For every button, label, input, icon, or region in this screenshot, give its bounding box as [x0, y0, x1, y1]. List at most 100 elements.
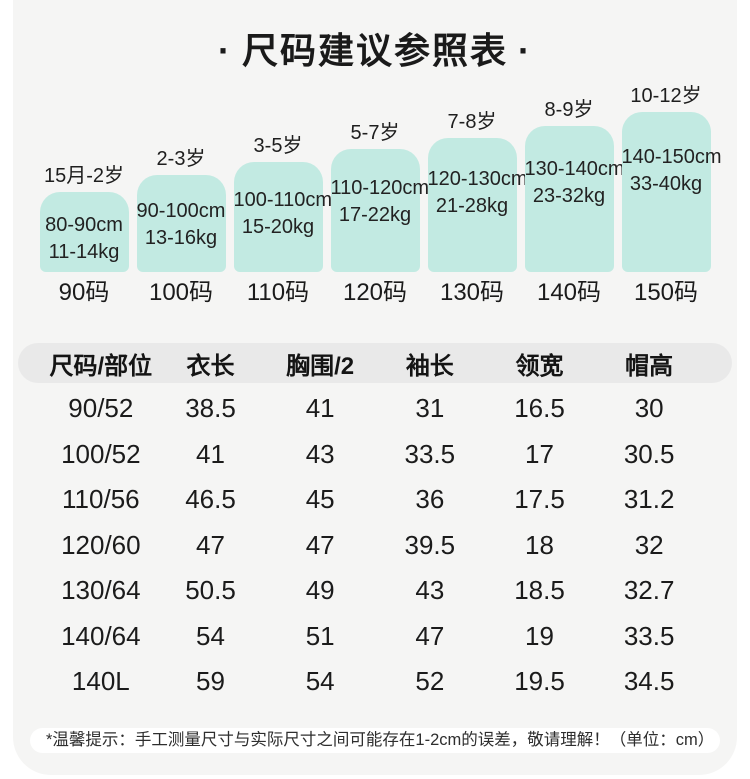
table-row: 120/60 47 47 39.5 18 32 [18, 523, 732, 569]
weight-range-label: 13-16kg [144, 227, 218, 249]
table-cell: 47 [196, 529, 225, 560]
size-code-label: 150码 [633, 279, 699, 306]
weight-range-label: 15-20kg [241, 216, 315, 238]
age-range-label: 7-8岁 [447, 111, 497, 133]
size-bar-chart: 15月-2岁 80-90cm 11-14kg 90码 2-3岁 90-100cm… [13, 72, 737, 306]
height-range-label: 110-120cm [330, 177, 430, 199]
measurement-table: 尺码/部位 衣长 胸围/2 袖长 领宽 帽高 90/52 38.5 41 31 16.5 30 10… [18, 343, 732, 705]
weight-range-label: 17-22kg [338, 204, 412, 226]
table-cell: 31 [415, 393, 445, 424]
weight-range-label: 21-28kg [435, 195, 509, 217]
title-right-dot: · [518, 30, 532, 71]
table-header-cell: 胸围/2 [286, 352, 355, 380]
table-cell: 38.5 [185, 393, 236, 424]
table-cell: 49 [305, 575, 335, 606]
table-cell: 46.5 [185, 484, 236, 515]
page-title-text: 尺码建议参照表 [241, 30, 508, 71]
table-cell: 43 [305, 438, 335, 469]
table-cell: 18.5 [514, 575, 565, 606]
height-range-label: 140-150cm [621, 146, 722, 168]
height-range-label: 130-140cm [524, 158, 625, 180]
size-code-label: 110码 [246, 279, 310, 306]
size-code-label: 100码 [148, 279, 214, 306]
table-cell: 30.5 [623, 438, 675, 469]
size-bar-column: 15月-2岁 80-90cm 11-14kg 90码 [39, 165, 129, 306]
size-bar: 90-100cm 13-16kg [136, 175, 226, 272]
table-cell: 17 [525, 438, 554, 469]
table-cell: 31.2 [623, 484, 675, 515]
size-bar: 100-110cm 15-20kg [233, 162, 333, 272]
size-bar: 80-90cm 11-14kg [39, 192, 129, 272]
table-cell: 19 [525, 620, 554, 651]
table-cell: 54 [196, 620, 225, 651]
table-cell: 32.7 [623, 575, 675, 606]
size-code-label: 90码 [58, 279, 110, 306]
table-cell: 32 [634, 529, 664, 560]
size-bar-column: 5-7岁 110-120cm 17-22kg 120码 [330, 122, 430, 306]
table-cell: 41 [196, 438, 225, 469]
table-cell: 110/56 [62, 484, 140, 515]
table-cell: 51 [305, 620, 335, 651]
table-cell: 18 [525, 529, 554, 560]
size-bar: 110-120cm 17-22kg [330, 149, 430, 272]
size-chart-card: · 尺码建议参照表 · 15月-2岁 80-90cm 11-14kg 90码 2-3… [13, 0, 737, 775]
height-range-label: 100-110cm [233, 189, 333, 211]
height-range-label: 90-100cm [136, 200, 226, 222]
table-cell: 17.5 [514, 484, 565, 515]
age-range-label: 15月-2岁 [43, 165, 125, 187]
table-row: 110/56 46.5 45 36 17.5 31.2 [18, 477, 732, 523]
size-bar-column: 7-8岁 120-130cm 21-28kg 130码 [427, 111, 528, 306]
table-cell: 36 [415, 484, 445, 515]
size-bar: 130-140cm 23-32kg [524, 126, 625, 272]
age-range-label: 10-12岁 [630, 85, 702, 107]
size-bar-column: 3-5岁 100-110cm 15-20kg 110码 [233, 135, 333, 306]
table-cell: 33.5 [404, 438, 456, 469]
table-cell: 54 [305, 666, 335, 697]
table-cell: 59 [196, 666, 225, 697]
table-cell: 16.5 [514, 393, 565, 424]
size-bar-column: 2-3岁 90-100cm 13-16kg 100码 [136, 148, 226, 306]
table-header-cell: 衣长 [186, 352, 235, 380]
age-range-label: 8-9岁 [544, 99, 594, 121]
size-bar: 140-150cm 33-40kg [621, 112, 722, 272]
footer-note-text: *温馨提示：手工测量尺寸与实际尺寸之间可能存在1-2cm的误差，敬请理解！（单位… [46, 730, 715, 749]
table-header-cell: 帽高 [625, 352, 674, 380]
table-cell: 47 [415, 620, 445, 651]
size-bar: 120-130cm 21-28kg [427, 138, 528, 272]
table-header-cell: 袖长 [405, 352, 454, 380]
table-cell: 30 [634, 393, 664, 424]
page-title: · 尺码建议参照表 · [13, 0, 737, 72]
table-row: 90/52 38.5 41 31 16.5 30 [18, 386, 732, 432]
age-range-label: 2-3岁 [156, 148, 206, 170]
table-cell: 45 [305, 484, 335, 515]
size-bar-column: 10-12岁 140-150cm 33-40kg 150码 [621, 85, 722, 306]
table-body: 90/52 38.5 41 31 16.5 30 100/52 41 43 33.5 17 30.5… [18, 383, 732, 705]
table-cell: 39.5 [404, 529, 456, 560]
table-row: 100/52 41 43 33.5 17 30.5 [18, 432, 732, 478]
table-row: 130/64 50.5 49 43 18.5 32.7 [18, 568, 732, 614]
size-code-label: 120码 [342, 279, 408, 306]
table-row: 140/64 54 51 47 19 33.5 [18, 614, 732, 660]
table-cell: 33.5 [623, 620, 675, 651]
title-left-dot: · [217, 30, 232, 71]
age-range-label: 5-7岁 [350, 122, 400, 144]
table-header-cell: 领宽 [515, 352, 564, 380]
table-cell: 120/60 [61, 529, 141, 560]
table-cell: 140/64 [61, 620, 141, 651]
height-range-label: 120-130cm [427, 168, 528, 190]
table-cell: 19.5 [514, 666, 565, 697]
table-cell: 43 [415, 575, 445, 606]
weight-range-label: 23-32kg [532, 185, 606, 207]
age-range-label: 3-5岁 [253, 135, 303, 157]
footer-note: *温馨提示：手工测量尺寸与实际尺寸之间可能存在1-2cm的误差，敬请理解！（单位… [30, 727, 720, 753]
size-code-label: 130码 [439, 279, 505, 306]
table-row: 140L 59 54 52 19.5 34.5 [18, 659, 732, 705]
weight-range-label: 11-14kg [48, 241, 120, 263]
table-cell: 41 [305, 393, 335, 424]
table-cell: 90/52 [68, 393, 134, 424]
size-bar-column: 8-9岁 130-140cm 23-32kg 140码 [524, 99, 625, 306]
table-cell: 130/64 [61, 575, 141, 606]
size-code-label: 140码 [536, 279, 602, 306]
table-cell: 140L [71, 666, 130, 697]
table-cell: 50.5 [185, 575, 236, 606]
